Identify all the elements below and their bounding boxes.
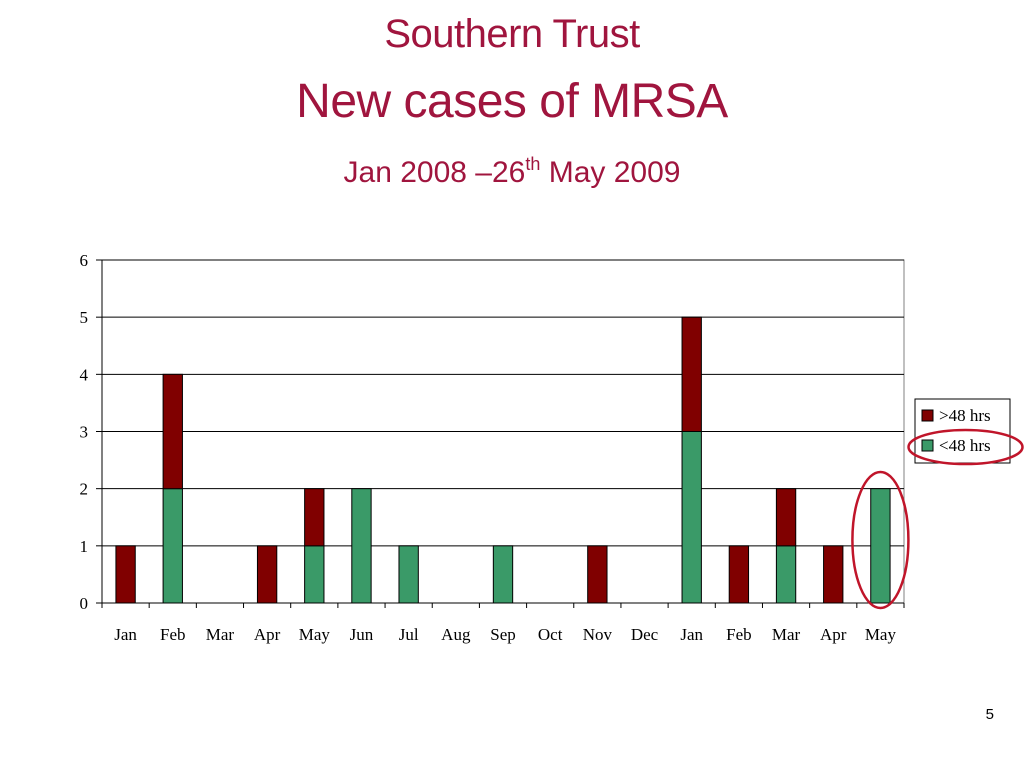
- x-tick-label: Mar: [206, 625, 235, 644]
- bar-under-48-1: [162, 488, 183, 604]
- x-tick-label: Aug: [441, 625, 471, 644]
- y-tick-label: 1: [80, 537, 89, 556]
- bar-under-48-12: [681, 431, 702, 604]
- y-tick-label: 2: [80, 480, 89, 499]
- slide-title-line1: Southern Trust: [384, 12, 640, 56]
- x-tick-label: Jul: [399, 625, 419, 644]
- x-tick-label: Mar: [772, 625, 801, 644]
- page-number: 5: [985, 706, 994, 723]
- bar-under-48-5: [351, 488, 372, 604]
- slide-subtitle: Jan 2008 –26th May 2009: [0, 154, 1024, 190]
- bar-over-48-3: [256, 545, 278, 604]
- legend-label: >48 hrs: [939, 406, 991, 425]
- x-tick-label: May: [299, 625, 331, 644]
- mrsa-stacked-bar-chart: 0 1 2 3 4 5 6 Jan Feb Mar Apr May Jun Jul Aug Sep Oct Nov…: [80, 251, 1024, 644]
- bar-over-48-13: [728, 545, 750, 604]
- bar-over-48-0: [115, 545, 136, 604]
- bar-over-48-12: [681, 316, 702, 432]
- x-tick-label: Sep: [490, 625, 516, 644]
- y-tick-label: 5: [80, 308, 89, 327]
- bar-over-48-4: [304, 488, 325, 547]
- x-tick-label: May: [865, 625, 897, 644]
- x-tick-label: Oct: [538, 625, 563, 644]
- x-tick-label: Feb: [726, 625, 752, 644]
- bar-under-48-4: [304, 545, 325, 604]
- bar-under-48-14: [775, 545, 797, 604]
- bar-over-48-1: [162, 373, 183, 490]
- bar-over-48-14: [775, 488, 797, 547]
- bar-under-48-6: [398, 545, 419, 604]
- x-tick-label: Apr: [254, 625, 281, 644]
- highlight-ellipse-last-bar: [851, 470, 910, 610]
- bar-over-48-10: [587, 545, 608, 604]
- subtitle-end: May 2009: [540, 156, 681, 189]
- x-tick-label: Dec: [631, 625, 659, 644]
- x-tick-label: Nov: [583, 625, 613, 644]
- y-tick-label: 4: [80, 365, 89, 384]
- bar-under-48-8: [492, 545, 514, 604]
- x-tick-label: Jan: [680, 625, 703, 644]
- x-tick-label: Feb: [160, 625, 186, 644]
- subtitle-start: Jan 2008 –26: [343, 156, 526, 189]
- highlight-ellipse-legend: [907, 428, 1024, 466]
- y-tick-label: 3: [80, 423, 89, 442]
- legend-swatch: [921, 439, 934, 452]
- x-tick-label: Jan: [114, 625, 137, 644]
- y-tick-label: 6: [80, 251, 89, 270]
- bar-over-48-15: [823, 545, 844, 604]
- legend-swatch: [921, 409, 934, 422]
- y-tick-label: 0: [80, 594, 89, 613]
- x-tick-label: Jun: [350, 625, 374, 644]
- bar-under-48-16: [870, 488, 891, 604]
- slide-title-line2: New cases of MRSA: [296, 75, 728, 128]
- subtitle-superscript: th: [525, 154, 541, 174]
- x-tick-label: Apr: [820, 625, 847, 644]
- legend-label: <48 hrs: [939, 436, 991, 455]
